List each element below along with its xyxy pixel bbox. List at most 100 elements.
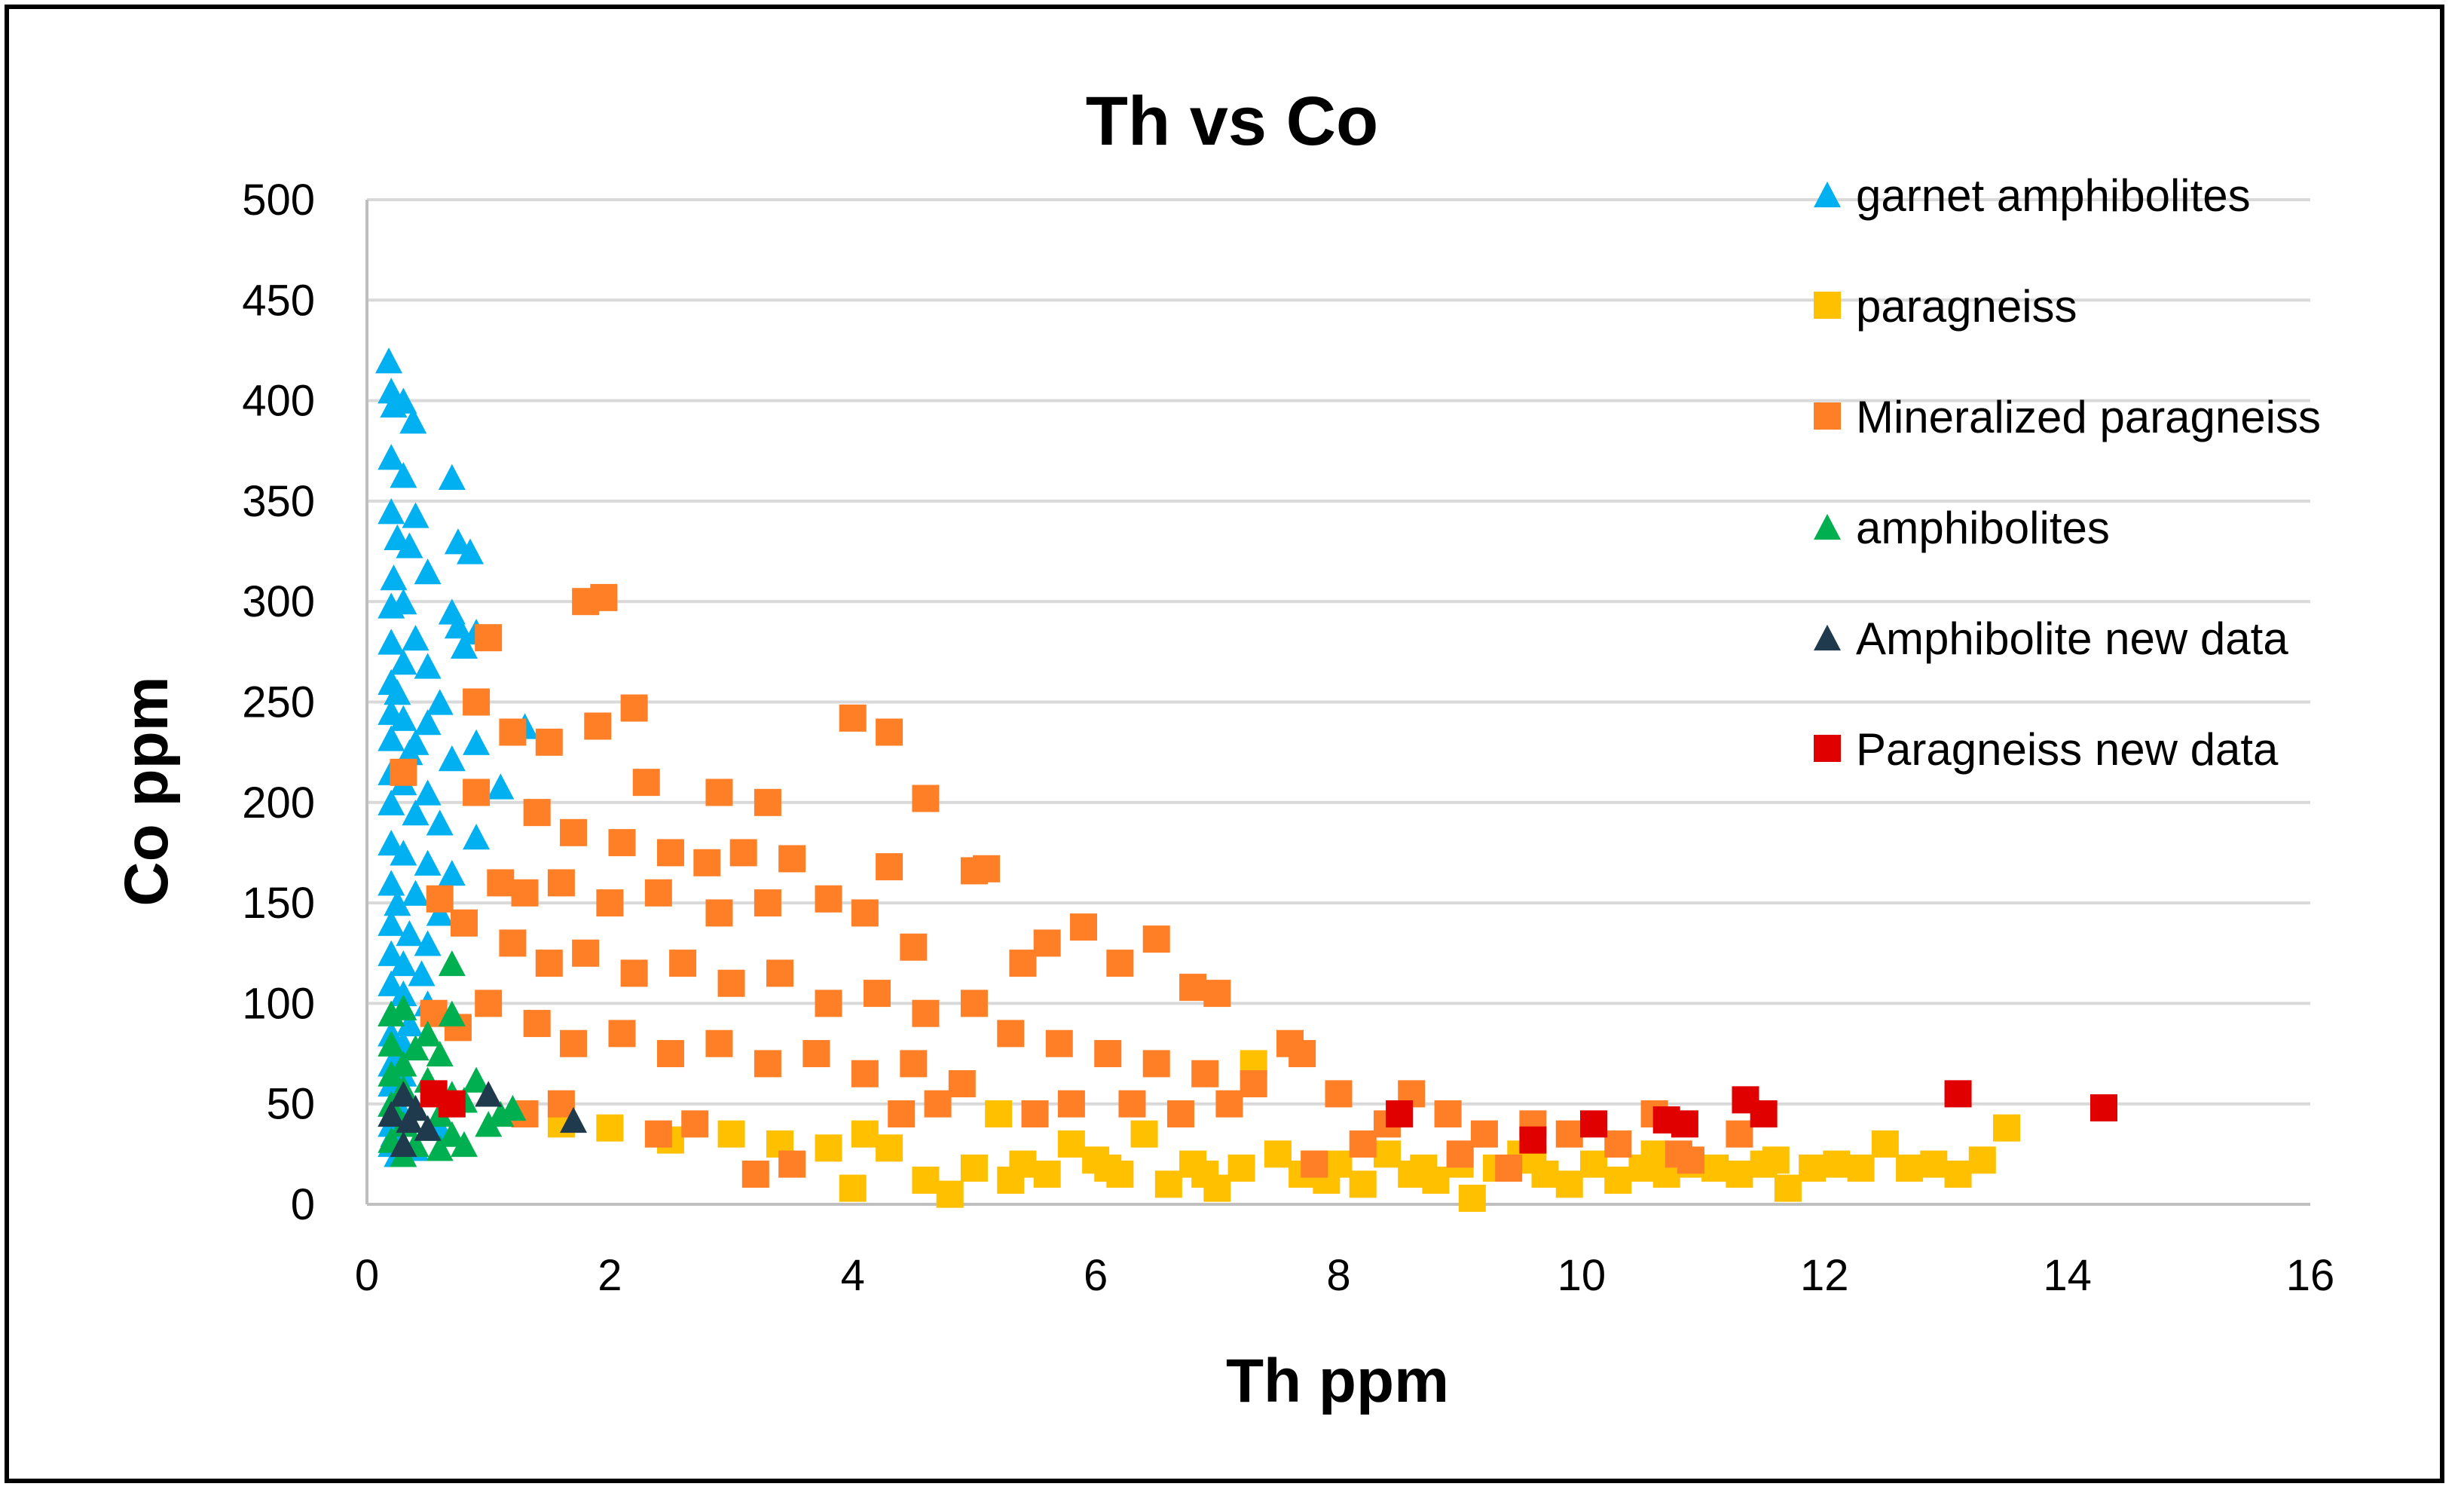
data-point bbox=[1750, 1100, 1778, 1128]
data-point bbox=[851, 1120, 879, 1148]
data-point bbox=[754, 788, 781, 816]
y-tick-label: 150 bbox=[242, 879, 315, 928]
data-point bbox=[681, 1110, 709, 1138]
data-point bbox=[426, 1040, 454, 1067]
x-tick-label: 0 bbox=[355, 1251, 379, 1300]
data-point bbox=[1968, 1146, 1996, 1174]
data-point bbox=[378, 629, 405, 655]
data-point bbox=[390, 950, 417, 977]
data-point bbox=[900, 1050, 928, 1078]
data-point bbox=[1142, 1050, 1170, 1078]
data-point bbox=[1033, 1161, 1061, 1188]
data-point bbox=[815, 990, 842, 1017]
data-point bbox=[596, 889, 624, 917]
legend-entry-label: garnet amphibolites bbox=[1856, 170, 2251, 221]
data-point bbox=[499, 1094, 527, 1121]
data-point bbox=[1604, 1130, 1632, 1158]
y-tick-label: 50 bbox=[266, 1080, 315, 1129]
data-point bbox=[839, 704, 867, 732]
data-point bbox=[475, 624, 503, 652]
data-point bbox=[1871, 1130, 1899, 1158]
legend-entry-label: Paragneiss new data bbox=[1856, 724, 2279, 775]
legend-marker bbox=[1814, 292, 1841, 319]
data-point bbox=[390, 462, 417, 488]
data-point bbox=[1920, 1150, 1948, 1178]
data-point bbox=[378, 940, 405, 966]
data-point bbox=[1640, 1140, 1668, 1168]
data-point bbox=[547, 869, 575, 897]
data-point bbox=[560, 1106, 588, 1133]
data-point bbox=[1823, 1150, 1851, 1178]
data-point bbox=[378, 444, 405, 470]
y-tick-label: 100 bbox=[242, 979, 315, 1028]
data-point bbox=[535, 950, 563, 977]
legend-marker bbox=[1814, 181, 1841, 208]
data-point bbox=[426, 809, 454, 836]
data-point bbox=[463, 779, 491, 806]
data-point bbox=[1579, 1110, 1607, 1138]
data-point bbox=[475, 1081, 503, 1107]
x-tick-label: 6 bbox=[1084, 1251, 1108, 1300]
data-point bbox=[1446, 1140, 1474, 1168]
data-point bbox=[778, 845, 806, 873]
data-point bbox=[1555, 1120, 1583, 1148]
chart-frame bbox=[5, 5, 2444, 1483]
data-point bbox=[487, 869, 515, 897]
gridlines bbox=[365, 198, 2310, 1206]
data-point bbox=[463, 824, 491, 850]
data-point bbox=[378, 789, 405, 815]
data-point bbox=[1373, 1140, 1401, 1168]
data-point bbox=[1154, 1170, 1182, 1198]
data-point bbox=[378, 830, 405, 856]
data-point bbox=[1130, 1120, 1158, 1148]
data-point bbox=[997, 1020, 1025, 1048]
y-tick-label: 500 bbox=[242, 176, 315, 225]
data-point bbox=[1325, 1150, 1353, 1178]
data-point bbox=[450, 909, 478, 937]
data-point bbox=[1094, 1155, 1122, 1182]
data-point bbox=[384, 679, 411, 705]
data-point bbox=[390, 980, 417, 1007]
data-point bbox=[1142, 925, 1170, 953]
data-point bbox=[450, 1130, 478, 1158]
data-point bbox=[1944, 1080, 1972, 1108]
data-point bbox=[390, 1081, 417, 1107]
legend: garnet amphibolites paragneiss Mineralized… bbox=[1814, 170, 2321, 775]
data-point bbox=[876, 718, 903, 746]
data-point bbox=[438, 463, 466, 491]
data-point bbox=[608, 1020, 636, 1048]
data-point bbox=[426, 689, 454, 715]
data-point bbox=[717, 1120, 745, 1148]
data-point bbox=[396, 919, 423, 947]
data-point bbox=[1045, 1029, 1073, 1057]
data-point bbox=[1215, 1090, 1243, 1118]
y-tick-label: 300 bbox=[242, 577, 315, 626]
legend-marker bbox=[1814, 735, 1841, 762]
data-point bbox=[438, 1121, 466, 1147]
chart-title: Th vs Co bbox=[1086, 83, 1378, 160]
data-point bbox=[475, 990, 503, 1017]
data-point bbox=[523, 799, 551, 827]
data-point bbox=[1993, 1114, 2021, 1142]
data-point bbox=[1726, 1161, 1753, 1188]
data-point bbox=[384, 890, 411, 916]
data-point bbox=[402, 1034, 430, 1061]
series-3 bbox=[378, 950, 527, 1167]
data-point bbox=[1203, 980, 1231, 1008]
data-point bbox=[1301, 1150, 1328, 1178]
data-point bbox=[705, 1029, 733, 1057]
data-point bbox=[378, 725, 405, 751]
data-point bbox=[693, 849, 721, 876]
data-point bbox=[876, 1134, 903, 1162]
legend-entry-label: Amphibolite new data bbox=[1856, 613, 2288, 664]
x-tick-label: 14 bbox=[2043, 1251, 2092, 1300]
data-point bbox=[1671, 1110, 1698, 1138]
data-point bbox=[596, 1114, 624, 1142]
data-point bbox=[936, 1180, 964, 1208]
data-point bbox=[620, 694, 648, 722]
data-point bbox=[450, 632, 478, 659]
data-point bbox=[1166, 1100, 1194, 1128]
data-point bbox=[1847, 1155, 1875, 1182]
data-point bbox=[378, 870, 405, 896]
data-point bbox=[1944, 1161, 1972, 1188]
